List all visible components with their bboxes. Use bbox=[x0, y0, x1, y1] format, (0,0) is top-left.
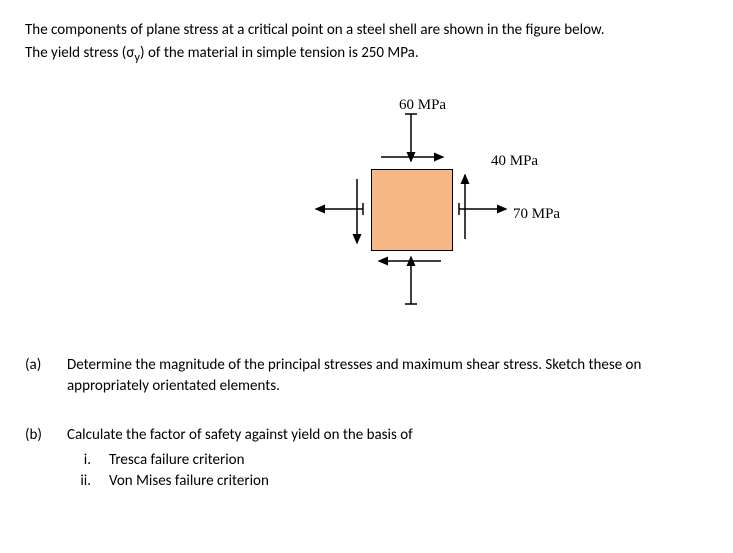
stress-element-figure: 60 MPa 40 MPa 70 MPa bbox=[25, 77, 705, 337]
part-b-sublist: i. Tresca failure criterion ii. Von Mise… bbox=[67, 450, 413, 492]
intro-line-1: The components of plane stress at a crit… bbox=[25, 20, 708, 41]
sub-ii-num: ii. bbox=[67, 471, 91, 492]
part-b: (b) Calculate the factor of safety again… bbox=[25, 425, 708, 492]
sub-i-text: Tresca failure criterion bbox=[109, 450, 244, 471]
label-60mpa: 60 MPa bbox=[399, 95, 446, 116]
intro-line-2: The yield stress (σy) of the material in… bbox=[25, 43, 708, 67]
part-a-text: Determine the magnitude of the principal… bbox=[67, 355, 708, 397]
part-a-label: (a) bbox=[25, 355, 49, 397]
sub-item-ii: ii. Von Mises failure criterion bbox=[67, 471, 413, 492]
part-a: (a) Determine the magnitude of the princ… bbox=[25, 355, 708, 397]
stress-arrows bbox=[25, 77, 705, 337]
part-b-text: Calculate the factor of safety against y… bbox=[67, 425, 413, 446]
sub-i-num: i. bbox=[67, 450, 91, 471]
sub-ii-text: Von Mises failure criterion bbox=[109, 471, 269, 492]
sub-item-i: i. Tresca failure criterion bbox=[67, 450, 413, 471]
problem-statement: The components of plane stress at a crit… bbox=[25, 20, 708, 67]
label-40mpa: 40 MPa bbox=[491, 151, 538, 172]
part-b-label: (b) bbox=[25, 425, 49, 492]
label-70mpa: 70 MPa bbox=[513, 204, 560, 225]
